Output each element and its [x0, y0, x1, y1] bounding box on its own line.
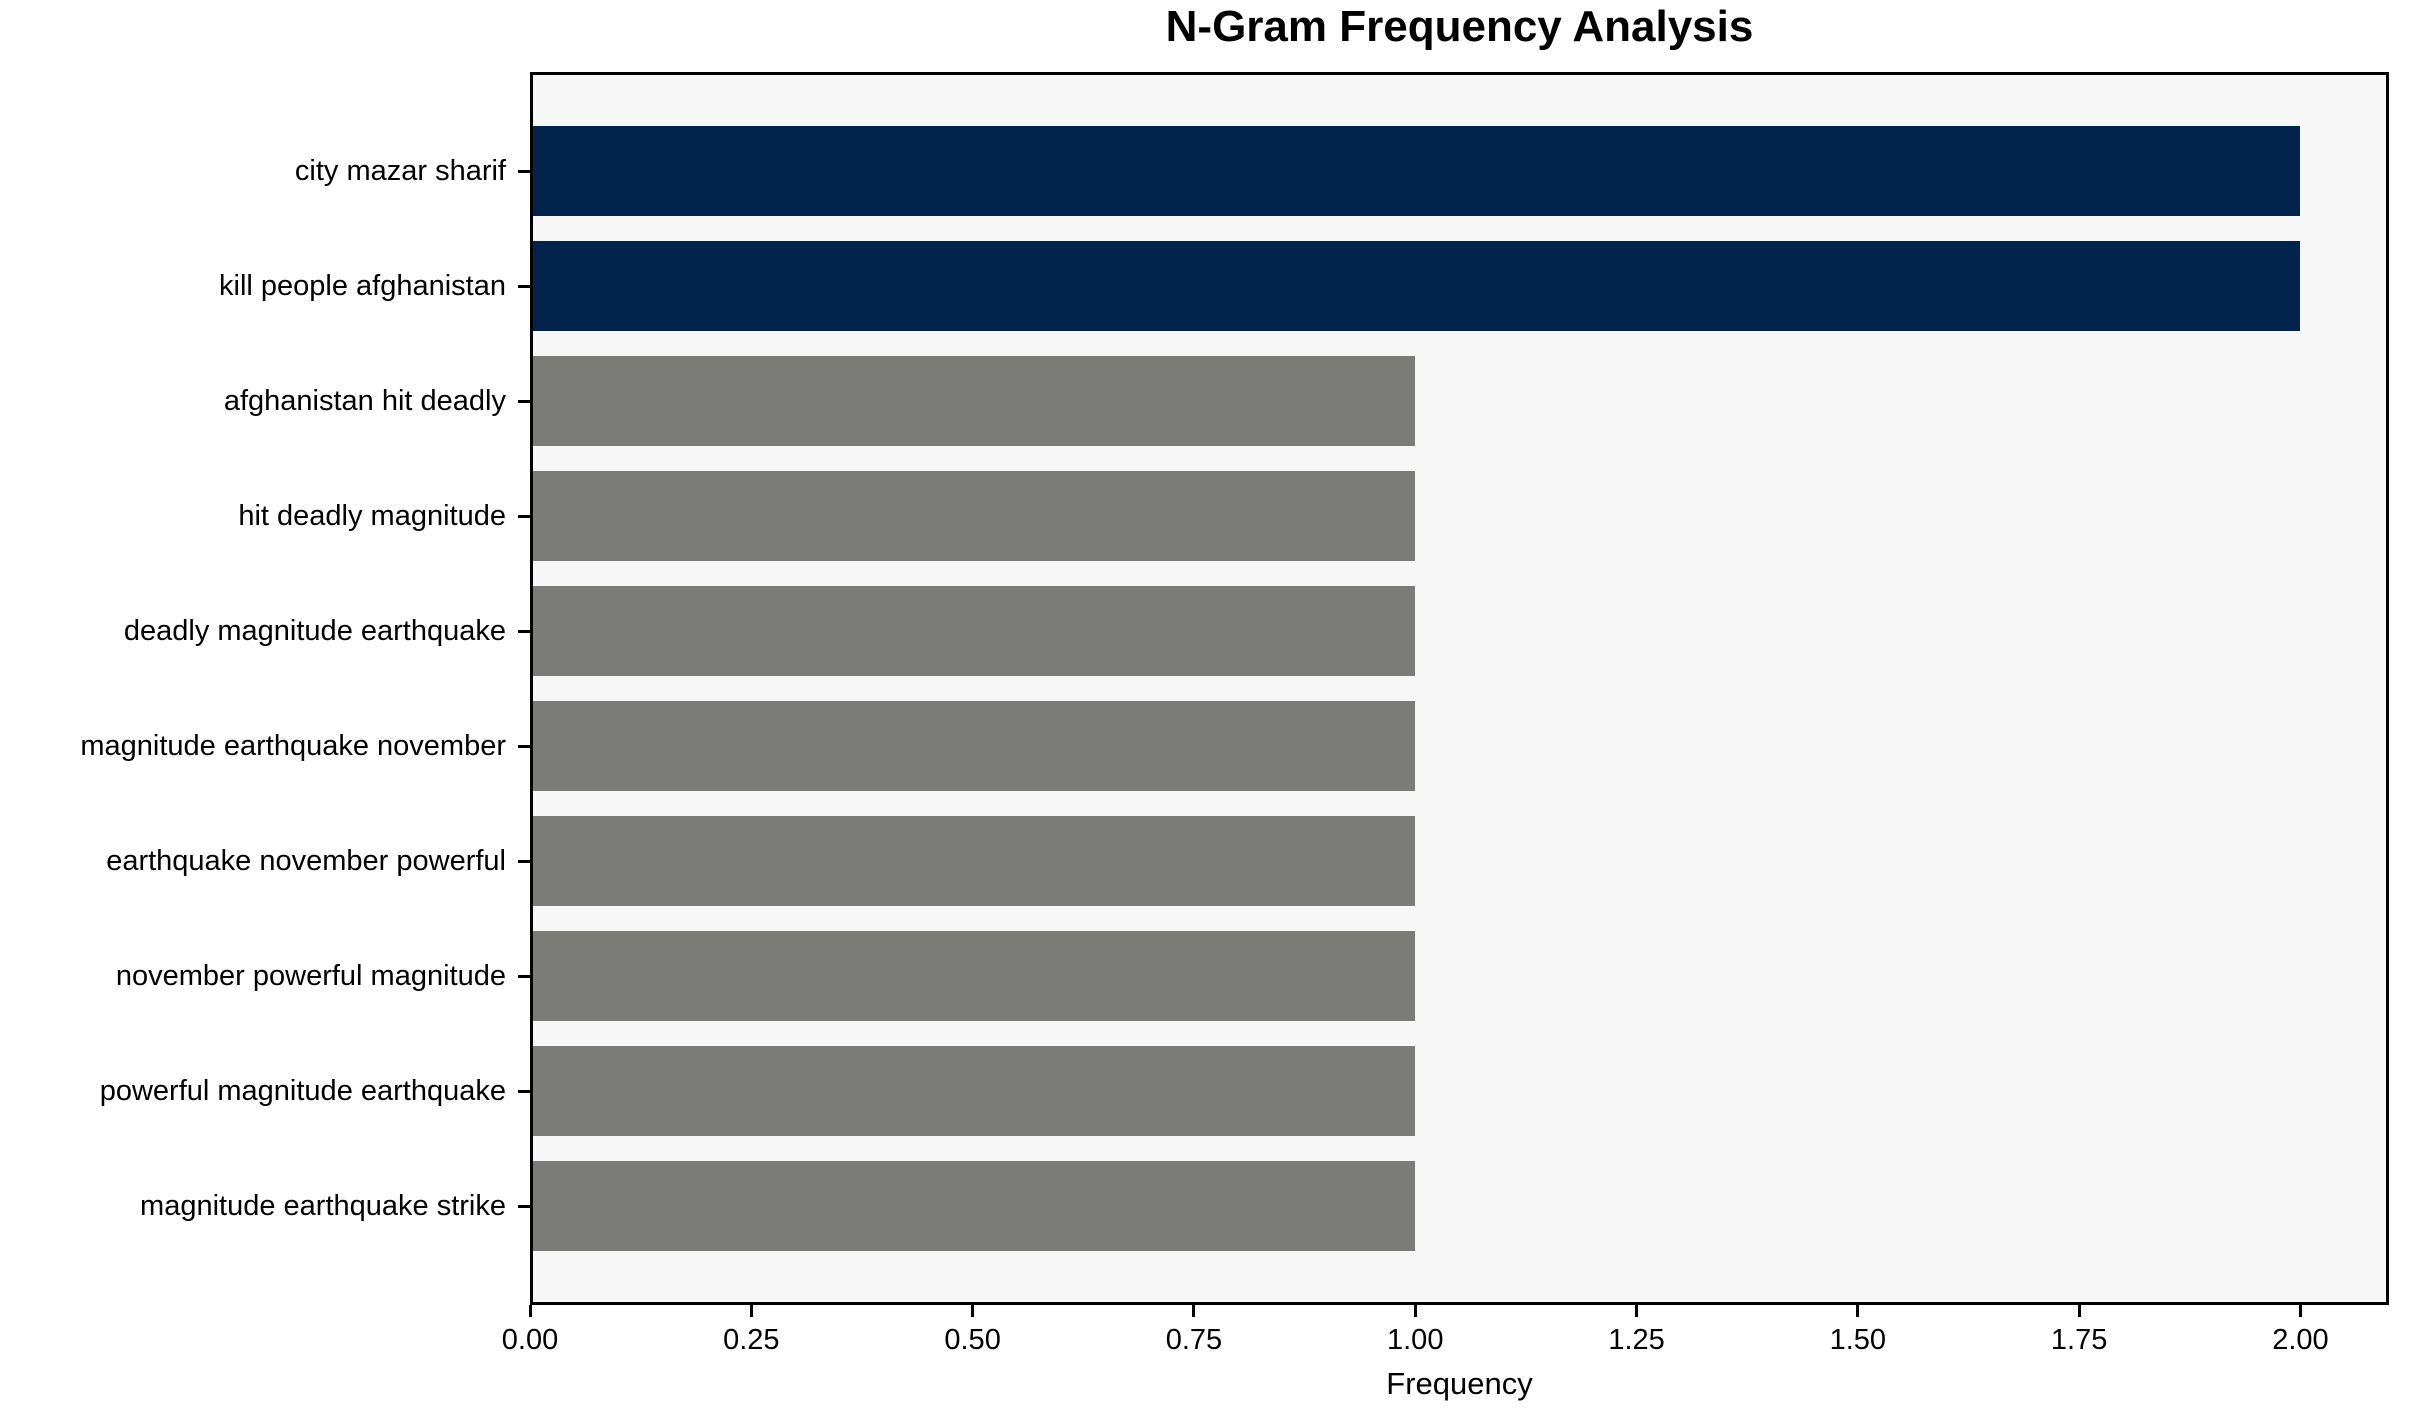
y-tick-label: kill people afghanistan: [219, 270, 506, 302]
bar: [533, 241, 2301, 331]
x-tick-label: 0.00: [501, 1324, 559, 1356]
x-tick-label: 1.00: [1387, 1324, 1444, 1356]
y-tick-mark: [518, 169, 530, 173]
y-tick-mark: [518, 744, 530, 748]
y-tick-mark: [518, 1089, 530, 1093]
y-tick-mark: [518, 399, 530, 403]
y-tick-mark: [518, 514, 530, 518]
bar: [533, 586, 1416, 676]
bar: [533, 126, 2301, 216]
y-tick-label: magnitude earthquake november: [80, 730, 506, 762]
x-tick-mark: [1413, 1305, 1417, 1317]
bar: [533, 931, 1416, 1021]
bar: [533, 471, 1416, 561]
x-tick-mark: [2077, 1305, 2081, 1317]
y-tick-label: magnitude earthquake strike: [140, 1190, 506, 1222]
y-tick-label: powerful magnitude earthquake: [99, 1075, 506, 1107]
x-tick-label: 1.50: [1829, 1324, 1887, 1356]
x-tick-label: 0.25: [723, 1324, 780, 1356]
chart-title: N-Gram Frequency Analysis: [1165, 2, 1754, 51]
y-tick-mark: [518, 629, 530, 633]
bar: [533, 816, 1416, 906]
x-tick-mark: [2298, 1305, 2302, 1317]
bar: [533, 1046, 1416, 1136]
y-tick-label: city mazar sharif: [294, 155, 506, 187]
x-tick-label: 1.25: [1608, 1324, 1665, 1356]
x-tick-label: 0.50: [944, 1324, 1001, 1356]
x-tick-mark: [1635, 1305, 1639, 1317]
x-tick-mark: [1856, 1305, 1860, 1317]
x-tick-label: 1.75: [2050, 1324, 2108, 1356]
x-axis-title: Frequency: [1386, 1366, 1533, 1401]
y-tick-mark: [518, 974, 530, 978]
x-tick-mark: [1192, 1305, 1196, 1317]
x-tick-mark: [528, 1305, 532, 1317]
x-tick-label: 2.00: [2272, 1324, 2329, 1356]
bar: [533, 701, 1416, 791]
bar: [533, 356, 1416, 446]
x-tick-mark: [749, 1305, 753, 1317]
y-tick-label: afghanistan hit deadly: [223, 385, 506, 417]
bar: [533, 1161, 1416, 1251]
y-tick-label: november powerful magnitude: [115, 960, 506, 992]
x-tick-label: 0.75: [1165, 1324, 1223, 1356]
y-tick-mark: [518, 284, 530, 288]
y-tick-mark: [518, 1204, 530, 1208]
y-tick-label: earthquake november powerful: [106, 845, 506, 877]
y-tick-mark: [518, 859, 530, 863]
y-tick-label: deadly magnitude earthquake: [123, 615, 506, 647]
x-tick-mark: [971, 1305, 975, 1317]
y-tick-label: hit deadly magnitude: [238, 500, 506, 532]
